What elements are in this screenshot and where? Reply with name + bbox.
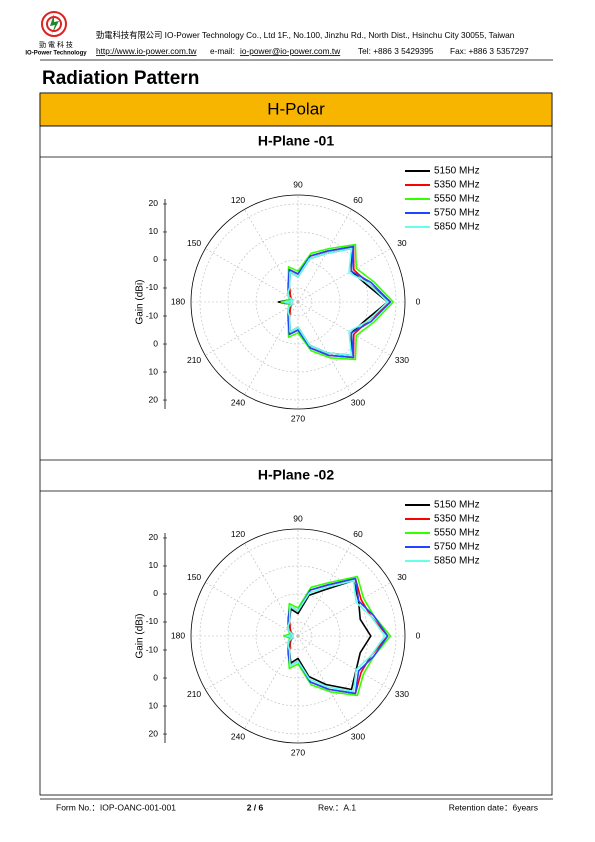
r-tick-label: -10: [146, 644, 159, 654]
spoke: [297, 582, 391, 637]
angle-label: 30: [397, 572, 407, 582]
legend-label: 5850 MHz: [434, 222, 480, 233]
angle-label: 30: [397, 238, 407, 248]
r-tick-label: 10: [149, 366, 159, 376]
spoke: [297, 209, 352, 303]
pattern-curve: [286, 579, 386, 693]
r-tick-label: -10: [146, 282, 159, 292]
logo-ring: [41, 11, 67, 37]
outer-ring: [190, 528, 406, 744]
grid-ring: [255, 593, 341, 679]
angle-label: 90: [293, 179, 303, 189]
logo-en: IO-Power Technology: [25, 51, 87, 57]
angle-label: 270: [291, 413, 305, 423]
spoke: [205, 635, 299, 690]
pattern-curve: [283, 247, 389, 357]
spoke: [297, 635, 352, 729]
r-tick-label: 0: [153, 254, 158, 264]
logo-cn: 勁 電 科 技: [39, 40, 73, 49]
r-tick-label: 10: [149, 226, 159, 236]
angle-label: 210: [187, 689, 201, 699]
legend-label: 5550 MHz: [434, 194, 480, 205]
legend-label: 5750 MHz: [434, 208, 480, 219]
angle-label: 0: [416, 296, 421, 306]
r-tick-label: 10: [149, 560, 159, 570]
angle-label: 330: [395, 689, 409, 699]
angle-label: 60: [353, 195, 363, 205]
spoke: [205, 582, 299, 637]
angle-label: 60: [353, 529, 363, 539]
page-title: Radiation Pattern: [42, 68, 199, 89]
fax: Fax: +886 3 5357297: [450, 46, 529, 56]
section-band: [39, 92, 553, 127]
r-axis-label: Gain (dBi): [135, 279, 146, 324]
angle-label: 0: [416, 630, 421, 640]
section-title: H-Polar: [267, 99, 325, 118]
spoke: [297, 301, 391, 356]
email-label: e-mail:: [210, 46, 235, 56]
grid-ring: [227, 231, 369, 373]
angle-label: 300: [351, 398, 365, 408]
legend-label: 5350 MHz: [434, 514, 480, 525]
spoke: [297, 301, 352, 395]
chart-title: H-Plane -01: [258, 133, 334, 149]
r-tick-label: -10: [146, 310, 159, 320]
grid-ring: [199, 537, 397, 735]
legend-label: 5850 MHz: [434, 556, 480, 567]
r-tick-label: 10: [149, 700, 159, 710]
company: 勁電科技有限公司 IO-Power Technology Co., Ltd 1F…: [96, 30, 515, 40]
website-link[interactable]: http://www.io-power.com.tw: [96, 46, 198, 56]
angle-label: 120: [231, 195, 245, 205]
pattern-curve: [286, 577, 389, 695]
legend-label: 5150 MHz: [434, 166, 480, 177]
angle-label: 120: [231, 529, 245, 539]
angle-label: 150: [187, 572, 201, 582]
spoke: [205, 301, 299, 356]
r-tick-label: -10: [146, 616, 159, 626]
angle-label: 150: [187, 238, 201, 248]
grid-ring: [283, 287, 313, 317]
footer-form: Form No.：IOP-OANC-001-001: [56, 802, 176, 812]
email-link[interactable]: io-power@io-power.com.tw: [240, 46, 341, 56]
spoke: [297, 248, 391, 303]
r-axis-label: Gain (dBi): [135, 613, 146, 658]
footer-retention: Retention date：6years: [449, 802, 538, 812]
legend-label: 5750 MHz: [434, 542, 480, 553]
angle-label: 240: [231, 732, 245, 742]
pattern-curve: [283, 575, 392, 697]
grid-ring: [199, 203, 397, 401]
angle-label: 90: [293, 513, 303, 523]
logo: [41, 11, 67, 37]
r-tick-label: 20: [149, 532, 159, 542]
angle-label: 270: [291, 747, 305, 757]
tel: Tel: +886 3 5429395: [358, 46, 434, 56]
legend-label: 5150 MHz: [434, 500, 480, 511]
r-tick-label: 20: [149, 198, 159, 208]
grid-ring: [255, 259, 341, 345]
pattern-curve: [280, 243, 395, 361]
angle-label: 180: [171, 630, 185, 640]
outer-ring: [190, 194, 406, 410]
legend-label: 5350 MHz: [434, 180, 480, 191]
angle-label: 180: [171, 296, 185, 306]
r-tick-label: 0: [153, 338, 158, 348]
angle-label: 300: [351, 732, 365, 742]
chart-title: H-Plane -02: [258, 467, 334, 483]
r-tick-label: 20: [149, 728, 159, 738]
spoke: [297, 635, 391, 690]
logo-bolt: [50, 14, 59, 34]
angle-label: 240: [231, 398, 245, 408]
spoke: [205, 248, 299, 303]
grid-ring: [283, 621, 313, 651]
footer-rev: Rev.：A.1: [318, 802, 356, 812]
r-tick-label: 0: [153, 588, 158, 598]
r-tick-label: 0: [153, 672, 158, 682]
grid-ring: [227, 565, 369, 707]
footer-page: 2 / 6: [247, 802, 264, 812]
angle-label: 210: [187, 355, 201, 365]
legend-label: 5550 MHz: [434, 528, 480, 539]
angle-label: 330: [395, 355, 409, 365]
r-tick-label: 20: [149, 394, 159, 404]
